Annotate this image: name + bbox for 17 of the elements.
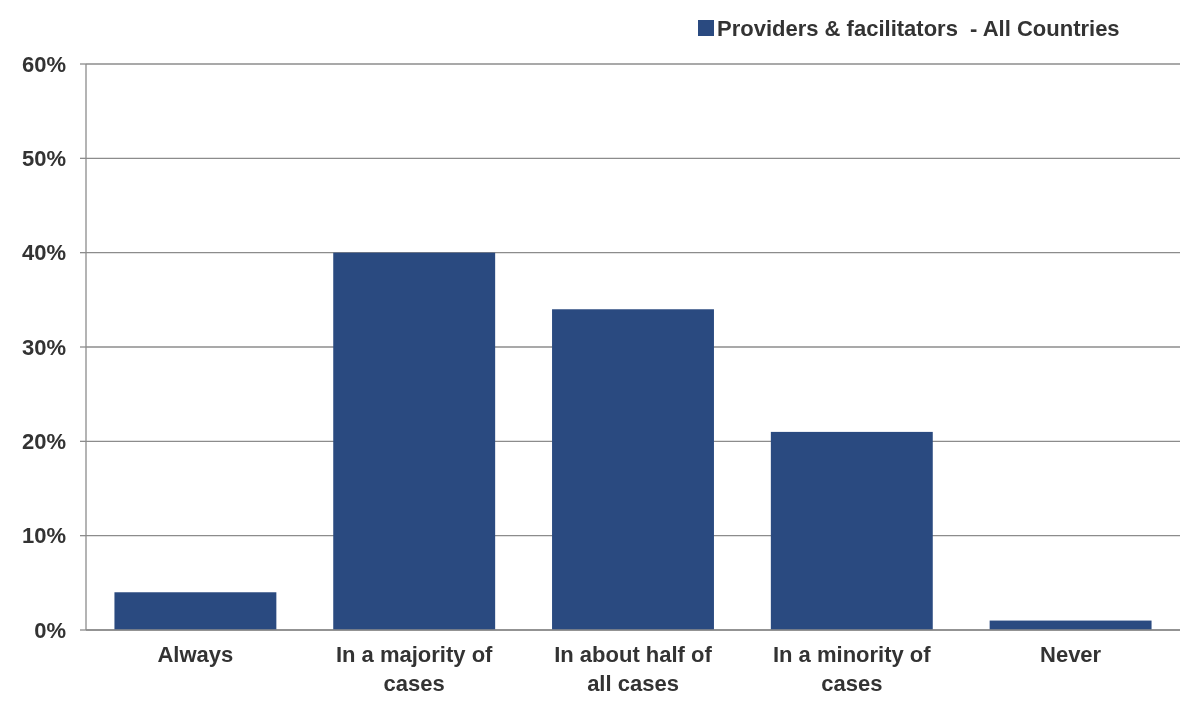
- y-tick-label: 40%: [21, 240, 66, 266]
- x-tick-label: Always: [157, 642, 234, 667]
- y-tick-label: 50%: [21, 146, 66, 172]
- bar: [552, 309, 714, 630]
- x-tick-label: Never: [1040, 642, 1102, 667]
- y-tick-label: 0%: [34, 617, 66, 643]
- bar: [333, 252, 496, 630]
- y-tick-label: 10%: [21, 523, 66, 549]
- bar: [770, 431, 933, 630]
- y-tick-label: 20%: [21, 429, 66, 455]
- x-tick-label: In a minority of cases: [772, 642, 932, 696]
- x-tick-label: In about half of all cases: [554, 642, 713, 696]
- y-tick-label: 60%: [21, 51, 66, 77]
- bar: [114, 592, 277, 630]
- y-tick-label: 30%: [21, 334, 66, 360]
- x-tick-label: In a majority of cases: [335, 642, 494, 696]
- legend-label: Providers & facilitators - All Countries: [717, 15, 1120, 41]
